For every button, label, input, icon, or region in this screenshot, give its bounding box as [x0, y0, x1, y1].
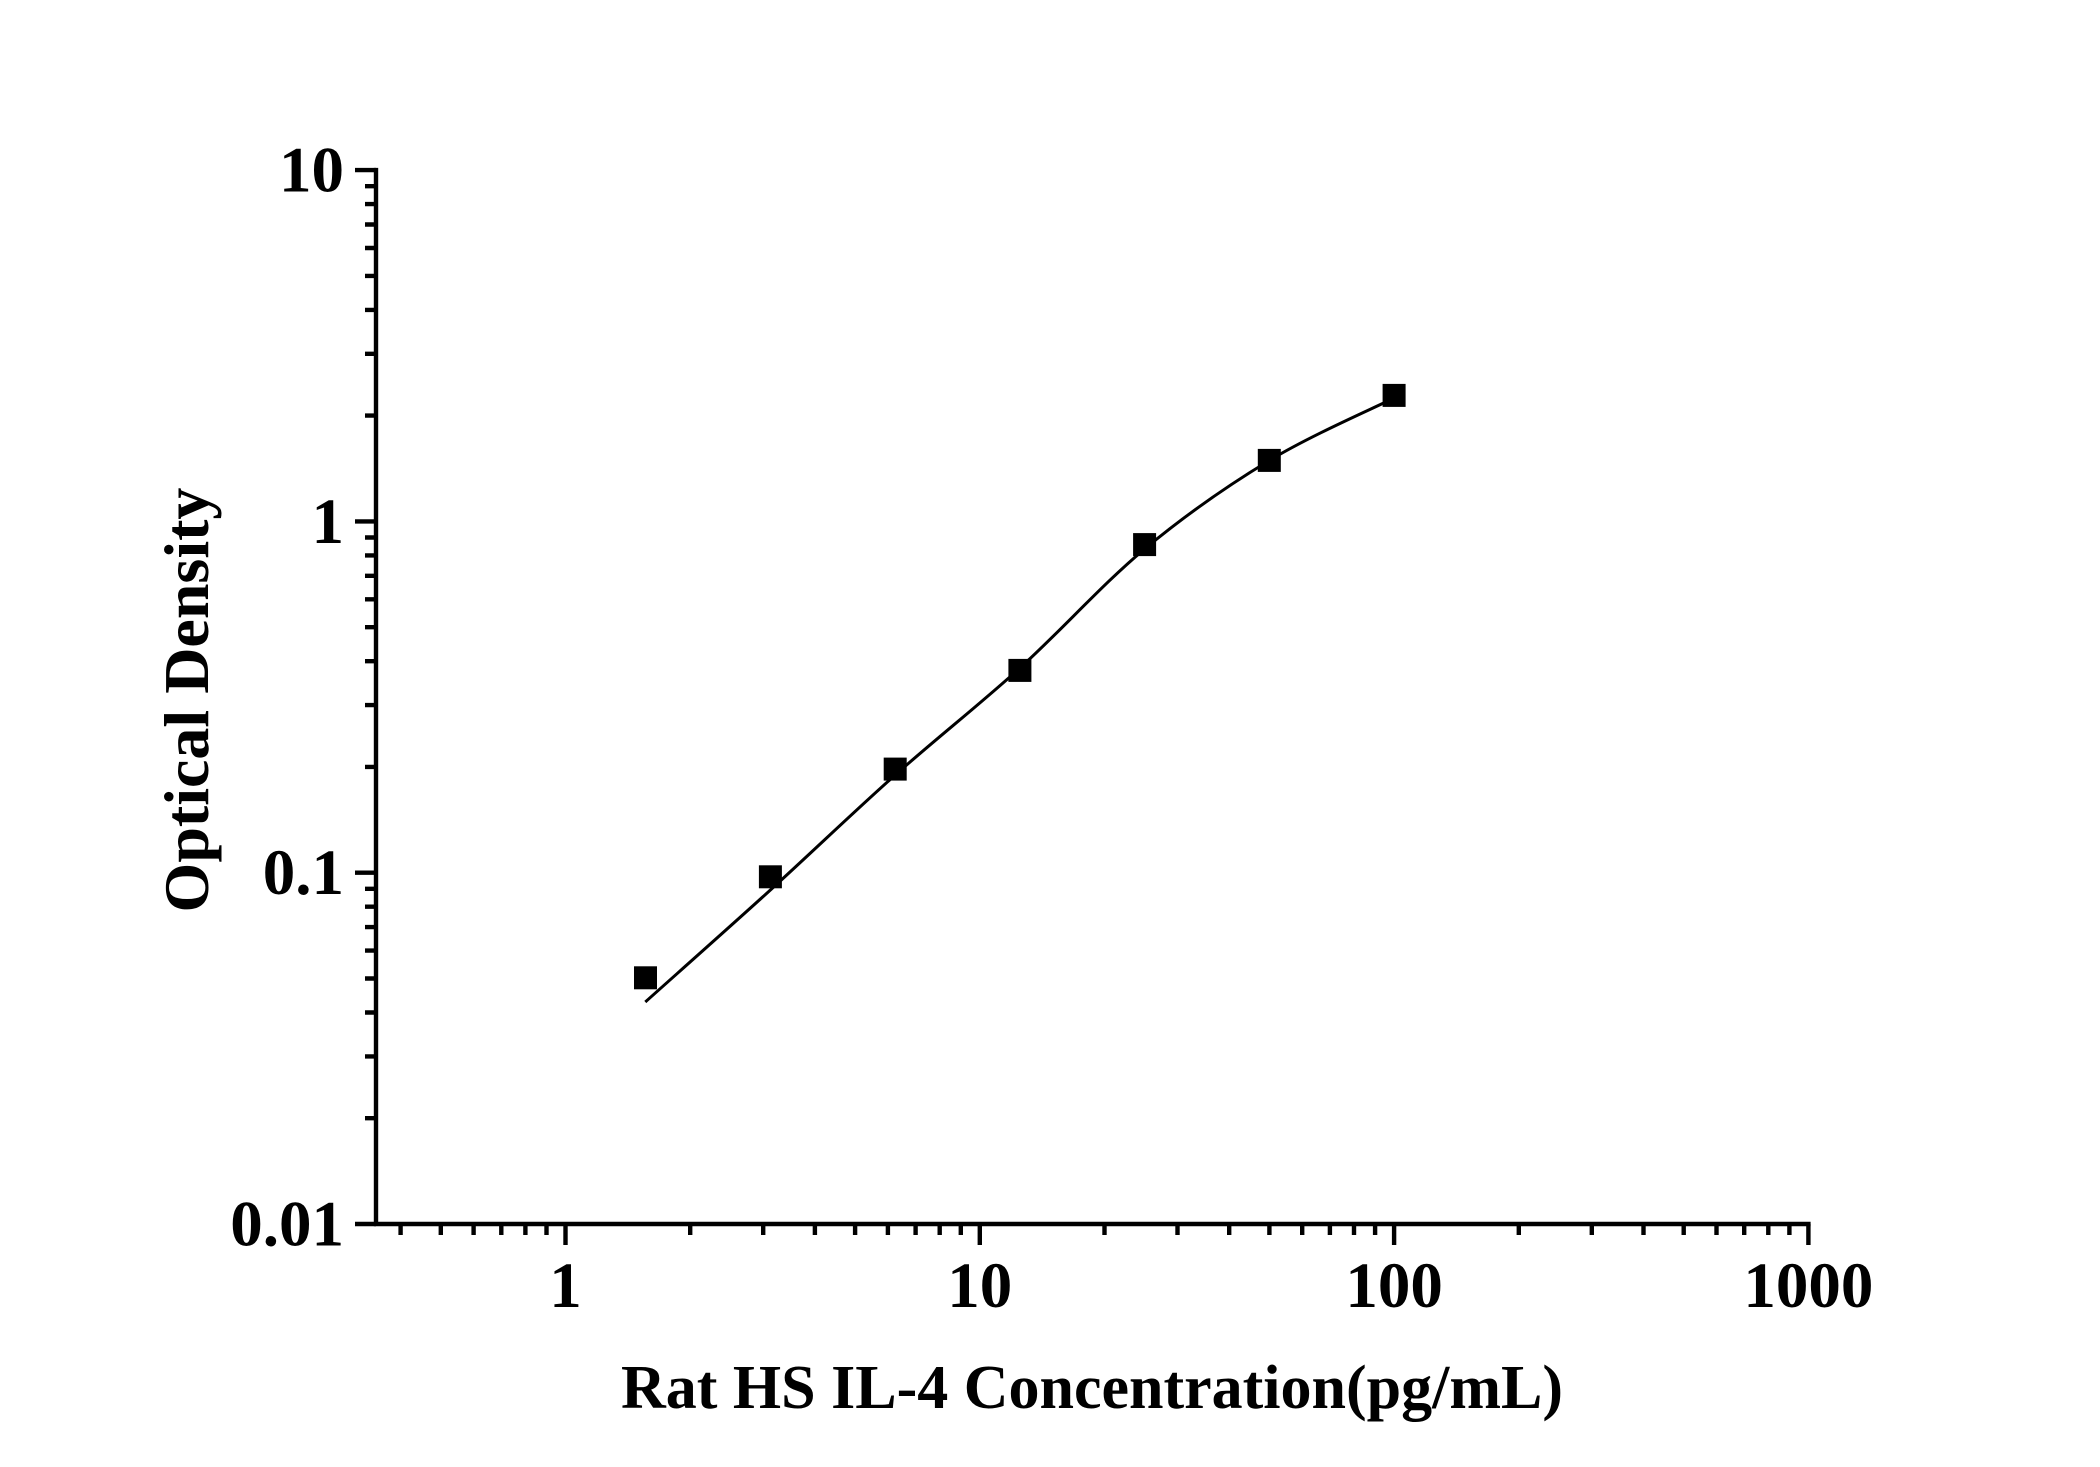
svg-text:Rat HS IL-4 Concentration(pg/m: Rat HS IL-4 Concentration(pg/mL)	[621, 1354, 1563, 1422]
svg-text:1000: 1000	[1743, 1250, 1873, 1322]
svg-text:1: 1	[312, 486, 345, 558]
svg-text:0.01: 0.01	[230, 1189, 344, 1261]
svg-text:1: 1	[549, 1250, 582, 1322]
svg-text:0.1: 0.1	[263, 837, 344, 909]
svg-text:10: 10	[279, 135, 344, 207]
svg-text:Optical Density: Optical Density	[151, 488, 222, 913]
svg-text:100: 100	[1345, 1250, 1443, 1322]
svg-text:10: 10	[947, 1250, 1012, 1322]
